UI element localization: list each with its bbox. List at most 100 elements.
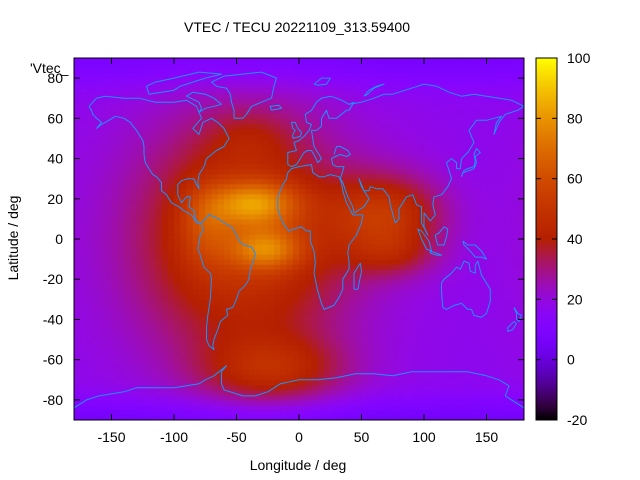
heatmap-cell [180,163,188,170]
heatmap-cell [124,213,131,220]
heatmap-cell [130,58,138,64]
heatmap-cell [142,399,150,406]
heatmap-cell [149,379,156,386]
heatmap-cell [111,168,119,175]
heatmap-cell [342,359,350,366]
heatmap-cell [217,233,225,240]
heatmap-cell [117,178,125,185]
heatmap-cell [311,369,319,376]
heatmap-cell [499,93,506,99]
heatmap-cell [224,314,231,321]
heatmap-cell [442,133,450,140]
heatmap-cell [436,349,444,356]
heatmap-cell [486,329,494,336]
heatmap-cell [430,364,438,371]
heatmap-cell [361,213,369,220]
heatmap-cell [467,68,475,74]
heatmap-cell [336,138,344,145]
heatmap-cell [167,73,175,79]
heatmap-cell [417,93,425,99]
heatmap-cell [105,208,113,215]
heatmap-cell [292,93,300,99]
heatmap-cell [355,334,363,341]
heatmap-cell [192,213,200,220]
heatmap-cell [117,138,125,145]
heatmap-cell [417,394,425,401]
heatmap-cell [361,379,369,386]
heatmap-cell [292,344,300,351]
heatmap-cell [142,409,150,416]
heatmap-cell [374,314,381,321]
heatmap-cell [186,118,194,124]
heatmap-cell [455,218,463,225]
heatmap-cell [492,173,500,180]
heatmap-cell [336,409,344,416]
heatmap-cell [317,239,325,245]
heatmap-cell [86,233,94,240]
heatmap-cell [155,138,163,145]
heatmap-cell [405,249,413,255]
heatmap-cell [305,299,313,305]
heatmap-cell [430,188,438,195]
heatmap-cell [180,299,188,305]
heatmap-cell [180,123,188,129]
heatmap-cell [505,274,513,280]
heatmap-cell [242,304,250,310]
heatmap-cell [186,349,194,356]
heatmap-cell [361,239,369,245]
heatmap-cell [292,329,300,336]
heatmap-cell [249,73,256,79]
heatmap-cell [242,128,250,135]
heatmap-cell [480,319,488,326]
heatmap-cell [155,314,163,321]
heatmap-cell [336,364,344,371]
heatmap-cell [130,409,138,416]
heatmap-cell [130,264,138,270]
heatmap-cell [311,128,319,135]
heatmap-cell [317,183,325,190]
heatmap-cell [230,68,238,74]
heatmap-cell [249,218,256,225]
heatmap-cell [255,294,263,300]
heatmap-cell [92,244,100,250]
heatmap-cell [492,329,500,336]
heatmap-cell [242,369,250,376]
heatmap-cell [492,299,500,305]
heatmap-cell [155,213,163,220]
heatmap-cell [430,274,438,280]
heatmap-cell [217,414,225,420]
heatmap-cell [405,73,413,79]
heatmap-cell [255,399,263,406]
heatmap-cell [211,203,219,210]
heatmap-cell [311,83,319,89]
heatmap-cell [480,269,488,275]
heatmap-cell [480,108,488,114]
heatmap-cell [492,113,500,119]
heatmap-cell [230,223,238,230]
heatmap-cell [86,414,94,420]
heatmap-cell [211,198,219,205]
heatmap-cell [92,143,100,150]
heatmap-cell [361,254,369,260]
heatmap-cell [355,369,363,376]
heatmap-cell [149,309,156,316]
heatmap-cell [124,264,131,270]
heatmap-cell [161,259,169,265]
heatmap-cell [455,93,463,99]
heatmap-cell [230,294,238,300]
heatmap-cell [430,123,438,129]
heatmap-cell [292,228,300,235]
heatmap-cell [411,284,419,290]
heatmap-cell [392,223,400,230]
heatmap-cell [305,133,313,140]
heatmap-cell [211,193,219,200]
heatmap-cell [492,103,500,109]
heatmap-cell [399,279,406,285]
heatmap-cell [449,384,456,391]
heatmap-cell [192,379,200,386]
heatmap-cell [499,213,506,220]
heatmap-cell [411,178,419,185]
heatmap-cell [349,254,356,260]
heatmap-cell [392,143,400,150]
heatmap-cell [399,364,406,371]
